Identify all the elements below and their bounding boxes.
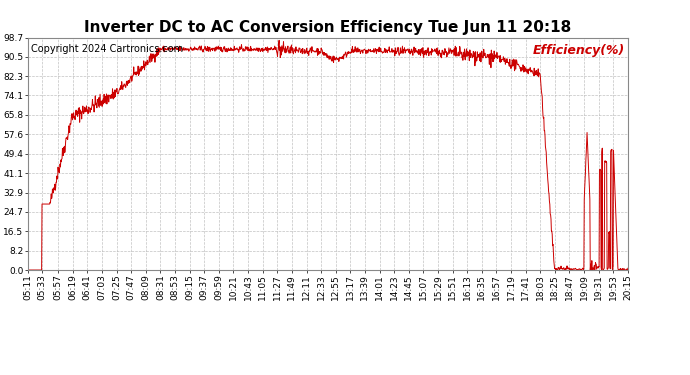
Text: Copyright 2024 Cartronics.com: Copyright 2024 Cartronics.com xyxy=(30,45,183,54)
Title: Inverter DC to AC Conversion Efficiency Tue Jun 11 20:18: Inverter DC to AC Conversion Efficiency … xyxy=(84,20,571,35)
Text: Efficiency(%): Efficiency(%) xyxy=(533,45,625,57)
